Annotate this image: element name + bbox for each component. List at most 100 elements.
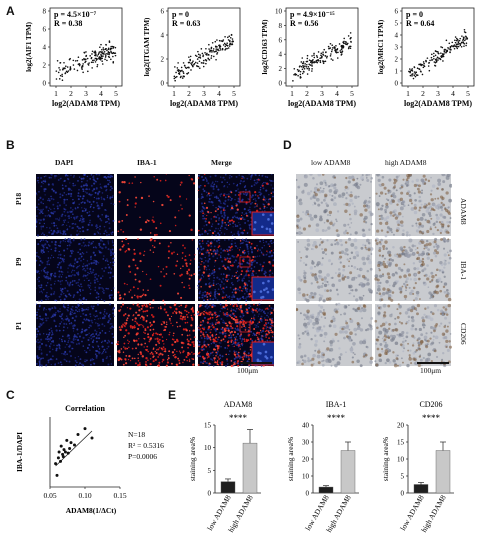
- b-scale-label: 100μm: [237, 366, 259, 375]
- b-iba1-signal: [132, 303, 134, 306]
- d-dab-stain: [429, 227, 433, 231]
- b-nucleus: [83, 174, 86, 176]
- b-nucleus: [38, 356, 41, 359]
- b-nucleus: [77, 251, 79, 254]
- b-nucleus: [105, 184, 107, 187]
- b-nucleus: [95, 296, 98, 299]
- b-iba1-signal: [125, 323, 127, 326]
- b-nucleus: [36, 362, 38, 365]
- b-iba1-signal: [207, 244, 210, 247]
- b-nucleus: [56, 218, 59, 220]
- b-nucleus: [241, 279, 244, 282]
- b-nucleus: [60, 283, 62, 285]
- b-nucleus: [60, 338, 63, 341]
- b-iba1-signal: [134, 264, 137, 267]
- d-cell: [306, 238, 311, 243]
- a-point: [463, 45, 465, 47]
- b-nucleus: [78, 227, 81, 230]
- a-point: [175, 71, 177, 74]
- b-nucleus: [38, 222, 41, 225]
- b-nucleus: [63, 255, 66, 257]
- a-point: [226, 47, 228, 50]
- d-cell: [345, 197, 348, 200]
- b-iba1-signal: [239, 306, 242, 309]
- b-nucleus: [53, 207, 56, 210]
- a-point: [112, 55, 114, 58]
- b-nucleus: [43, 333, 45, 335]
- b-iba1-signal: [184, 318, 187, 321]
- b-nucleus: [64, 359, 67, 361]
- b-nucleus: [87, 307, 89, 309]
- b-nucleus: [67, 341, 70, 344]
- b-nucleus: [83, 210, 85, 212]
- b-iba1-signal: [126, 347, 129, 350]
- b-nucleus: [245, 212, 248, 215]
- d-cell: [368, 228, 371, 231]
- b-nucleus: [212, 365, 215, 367]
- b-iba1-signal: [138, 363, 141, 366]
- a-point: [78, 64, 81, 67]
- d-dab-stain: [385, 202, 389, 206]
- b-nucleus: [50, 212, 53, 215]
- b-nucleus: [214, 196, 216, 199]
- a-point: [93, 51, 96, 54]
- b-iba1-signal: [267, 330, 270, 333]
- b-iba1-signal: [197, 189, 199, 192]
- d-cell: [439, 213, 443, 217]
- b-iba1-signal: [147, 350, 150, 353]
- b-iba1-signal: [188, 214, 191, 217]
- a-point: [320, 54, 322, 57]
- a-point: [319, 57, 321, 60]
- b-nucleus: [61, 317, 63, 320]
- b-iba1-signal: [234, 291, 237, 294]
- a-point: [299, 73, 302, 76]
- b-iba1-signal: [174, 303, 177, 306]
- a-point: [215, 58, 217, 61]
- b-nucleus: [214, 261, 216, 263]
- b-nucleus: [93, 259, 96, 262]
- b-nucleus: [98, 333, 100, 336]
- b-iba1-signal: [156, 178, 159, 181]
- b-nucleus: [64, 174, 67, 177]
- b-nucleus: [44, 180, 47, 183]
- d-cell: [354, 288, 358, 292]
- b-iba1-signal: [161, 336, 164, 338]
- a-point: [189, 59, 192, 62]
- a-point: [77, 56, 80, 59]
- b-iba1-signal: [203, 174, 206, 176]
- b-nucleus: [113, 287, 115, 289]
- b-iba1-signal: [241, 326, 243, 328]
- b-iba1-signal: [148, 195, 150, 197]
- d-dab-stain: [378, 218, 381, 221]
- a-point: [464, 39, 466, 42]
- a-xtick-label: 2: [187, 89, 191, 98]
- a-xtick-label: 4: [451, 89, 455, 98]
- b-iba1-signal: [149, 329, 152, 331]
- b-nucleus: [217, 205, 220, 208]
- b-iba1-signal: [141, 305, 144, 308]
- b-nucleus: [70, 310, 72, 313]
- b-nucleus: [72, 327, 75, 330]
- b-nucleus: [36, 333, 39, 336]
- b-nucleus: [72, 209, 74, 211]
- d-cell: [366, 201, 370, 205]
- b-nucleus: [201, 228, 204, 230]
- b-nucleus: [36, 206, 38, 209]
- a-point: [102, 47, 105, 49]
- b-iba1-signal: [211, 305, 214, 309]
- d-dab-stain: [307, 213, 310, 216]
- d-cell: [366, 174, 371, 176]
- b-nucleus: [255, 272, 257, 274]
- a-ylabel: log2(AIF1 TPM): [25, 21, 33, 72]
- b-nucleus: [220, 193, 223, 195]
- b-nucleus: [95, 337, 98, 340]
- a-point: [209, 50, 211, 53]
- b-nucleus: [245, 238, 248, 240]
- b-iba1-signal: [171, 362, 173, 365]
- b-nucleus: [36, 271, 39, 274]
- b-iba1-signal: [209, 304, 211, 306]
- d-dab-stain: [429, 193, 433, 196]
- b-nucleus: [239, 242, 242, 245]
- b-nucleus: [231, 343, 233, 346]
- a-point: [322, 54, 325, 56]
